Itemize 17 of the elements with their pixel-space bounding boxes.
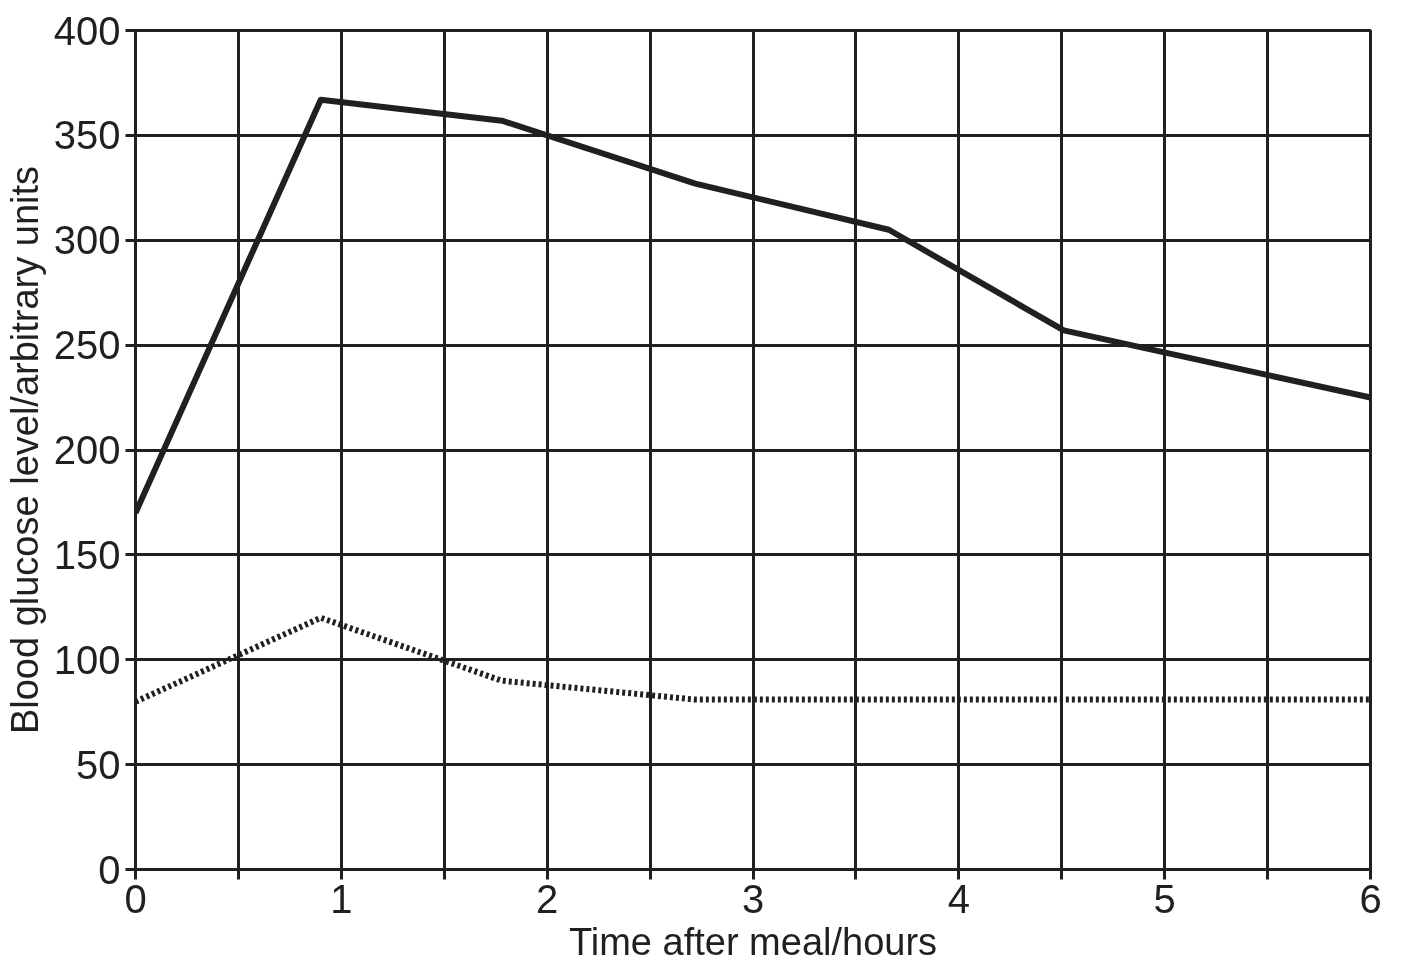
y-tick-label: 350 [53, 113, 121, 158]
x-axis-title: Time after meal/hours [568, 920, 938, 963]
y-tick-label: 250 [53, 323, 121, 368]
x-tick-label: 1 [330, 876, 353, 921]
y-tick-label: 400 [53, 8, 121, 53]
y-tick-label: 300 [53, 218, 121, 263]
y-tick-label: 100 [53, 637, 121, 682]
y-tick-label: 150 [53, 532, 121, 577]
x-tick-label: 4 [947, 876, 970, 921]
y-axis-title: Blood glucose level/arbitrary units [3, 165, 46, 735]
x-tick-label: 6 [1359, 876, 1382, 921]
x-tick-label: 5 [1153, 876, 1176, 921]
y-tick-label: 200 [53, 428, 121, 472]
y-tick-label: 50 [76, 742, 121, 787]
x-tick-label: 3 [741, 876, 765, 921]
y-tick-label: 0 [98, 847, 121, 892]
x-tick-label: 2 [536, 876, 559, 921]
